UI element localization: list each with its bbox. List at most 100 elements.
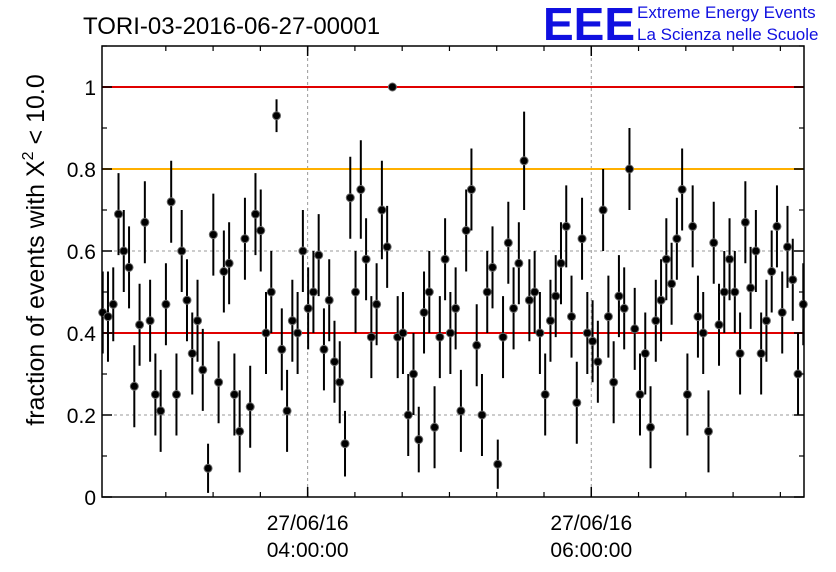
data-point — [403, 410, 413, 420]
data-point — [340, 439, 350, 449]
data-point — [451, 303, 461, 313]
data-point — [308, 287, 318, 297]
data-point — [551, 291, 561, 301]
data-point — [114, 209, 124, 219]
data-point — [266, 287, 276, 297]
data-point — [572, 398, 582, 408]
y-tick-label: 1 — [84, 77, 96, 100]
data-point — [535, 328, 545, 338]
data-point — [245, 402, 255, 412]
data-point — [372, 299, 382, 309]
data-point — [577, 234, 587, 244]
data-point — [456, 406, 466, 416]
plot-frame — [101, 45, 805, 498]
data-point — [166, 197, 176, 207]
data-point — [298, 246, 308, 256]
data-point — [377, 205, 387, 215]
data-point — [461, 226, 471, 235]
grid — [102, 46, 804, 497]
data-point — [582, 328, 592, 338]
data-point — [466, 185, 476, 194]
axis-ticks — [102, 45, 804, 498]
data-point — [714, 320, 724, 330]
data-point — [387, 82, 397, 92]
data-point — [640, 349, 650, 358]
data-points — [98, 82, 808, 493]
x-tick-label-date: 27/06/16 — [550, 512, 632, 535]
data-point — [224, 258, 234, 268]
data-point — [725, 254, 735, 264]
data-point — [208, 230, 218, 240]
data-point — [777, 308, 787, 317]
data-point — [746, 283, 756, 293]
data-point — [356, 185, 366, 194]
data-point — [503, 238, 513, 248]
data-point — [150, 390, 160, 399]
data-point — [651, 316, 661, 326]
y-tick-label: 0.4 — [67, 323, 97, 346]
data-point — [108, 299, 118, 309]
data-point — [735, 349, 745, 358]
data-point — [656, 295, 666, 305]
data-point — [677, 185, 687, 194]
x-tick-label-time: 04:00:00 — [267, 539, 349, 562]
data-point — [303, 303, 313, 313]
data-point — [272, 111, 282, 121]
data-point — [667, 279, 677, 289]
data-point — [314, 250, 324, 260]
data-point — [751, 246, 761, 256]
data-point — [235, 426, 245, 436]
data-point — [635, 390, 645, 399]
data-point — [203, 463, 213, 473]
data-point — [556, 258, 566, 268]
data-point — [472, 340, 482, 350]
data-point — [540, 390, 550, 399]
data-point — [219, 267, 229, 276]
data-point — [761, 316, 771, 326]
data-point — [345, 193, 355, 203]
data-point — [182, 295, 192, 305]
data-point — [161, 299, 171, 309]
data-point — [103, 312, 113, 322]
data-point — [514, 258, 524, 268]
data-point — [567, 312, 577, 322]
data-point — [509, 303, 519, 313]
data-point — [756, 349, 766, 358]
y-tick-labels: 0 0.2 0.4 0.6 0.8 1 — [67, 77, 97, 510]
data-point — [256, 226, 266, 235]
data-point — [351, 287, 361, 297]
data-point — [740, 217, 750, 227]
data-point — [324, 295, 334, 305]
data-point — [366, 332, 376, 342]
eee-logo: EEE Extreme Energy Events La Scienza nel… — [543, 0, 818, 50]
data-point — [408, 369, 418, 379]
data-point — [682, 390, 692, 399]
data-point — [719, 287, 729, 297]
data-point — [419, 308, 429, 317]
data-point — [588, 336, 598, 346]
data-point — [430, 422, 440, 432]
data-point — [261, 328, 271, 338]
y-axis-label: fraction of events with Χ2 < 10.0 — [20, 74, 50, 425]
data-point — [382, 242, 392, 252]
data-point — [603, 312, 613, 322]
x-tick-label-date: 27/06/16 — [267, 512, 349, 535]
data-point — [187, 349, 197, 358]
data-point — [124, 262, 134, 272]
data-point — [398, 328, 408, 338]
data-point — [561, 221, 571, 231]
data-point — [619, 303, 629, 313]
data-point — [609, 377, 619, 387]
data-point — [414, 435, 424, 445]
x-tick-labels: 27/06/16 04:00:00 27/06/16 06:00:00 — [267, 512, 632, 562]
data-point — [698, 328, 708, 338]
data-point — [767, 267, 777, 276]
data-point — [614, 291, 624, 301]
data-point — [624, 164, 634, 174]
data-point — [214, 377, 224, 387]
data-point — [329, 357, 339, 367]
data-point — [598, 205, 608, 215]
data-point — [424, 287, 434, 297]
data-point — [240, 234, 250, 244]
